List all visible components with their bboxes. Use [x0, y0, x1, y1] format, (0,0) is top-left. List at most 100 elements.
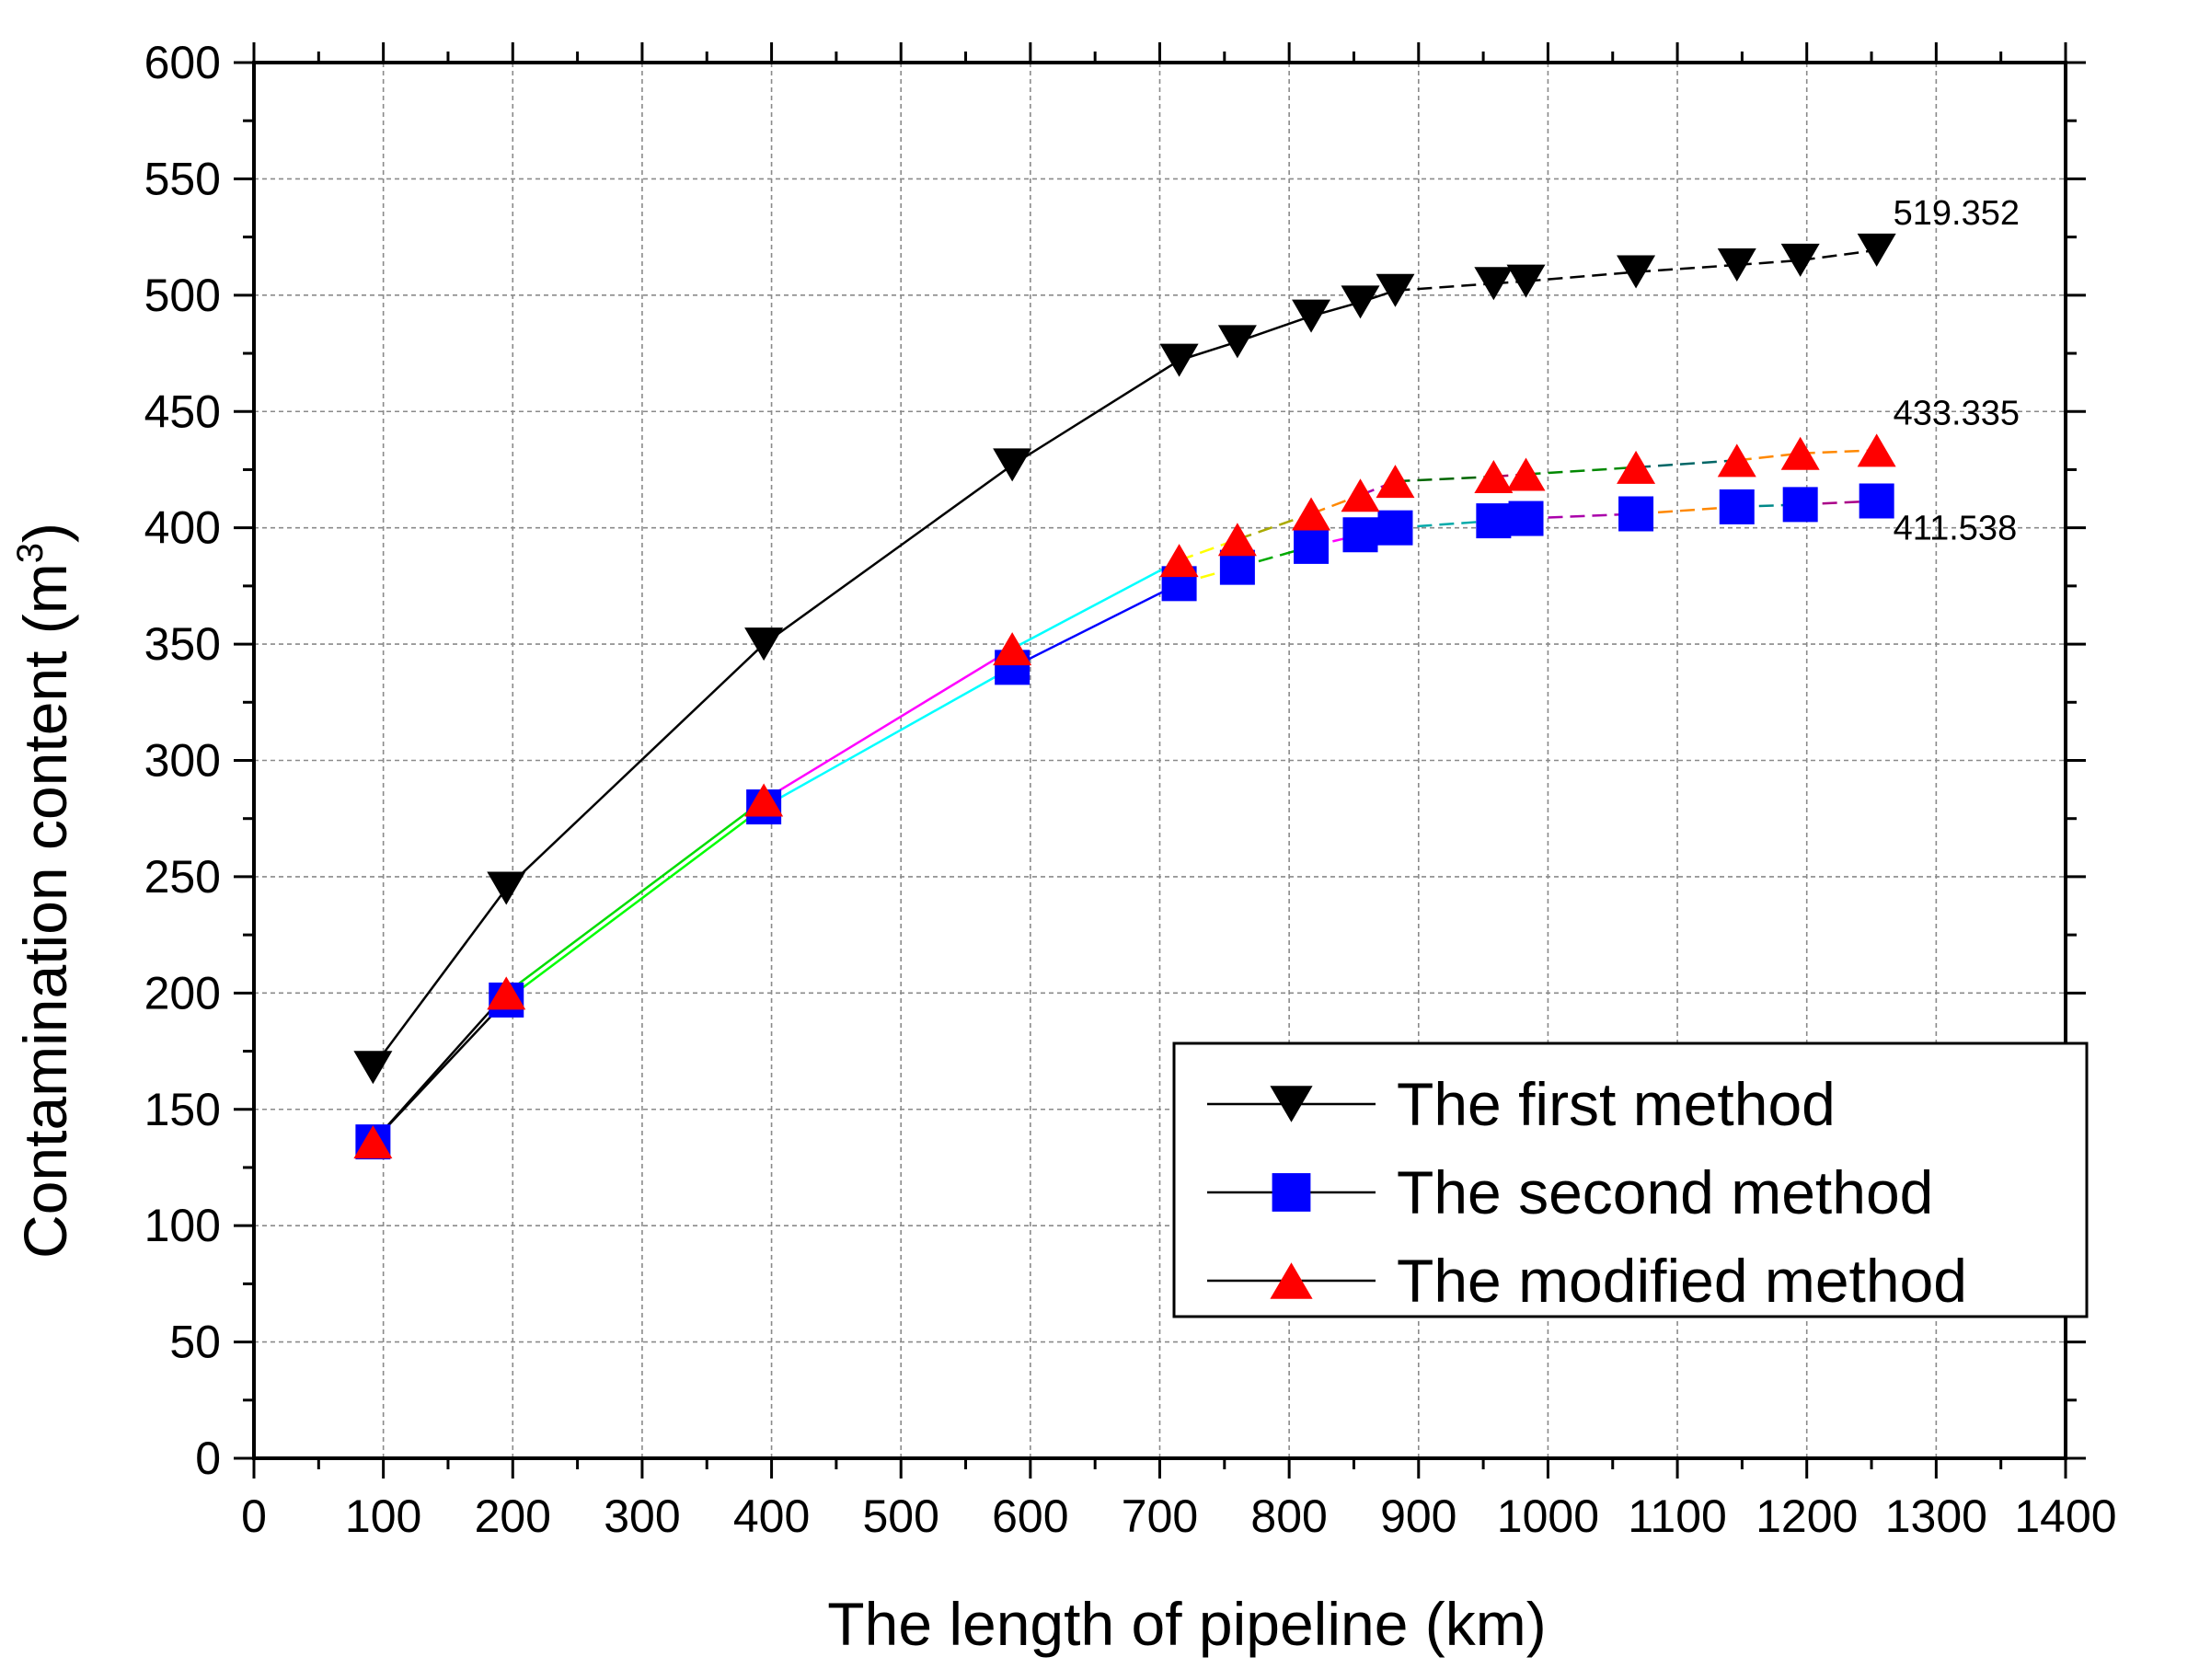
data-point	[1341, 285, 1380, 319]
series-line-segment	[372, 887, 508, 1068]
y-tick-label: 200	[144, 967, 221, 1018]
legend-marker	[1272, 1173, 1311, 1212]
y-tick-label: 500	[144, 270, 221, 321]
data-point	[1857, 433, 1896, 467]
x-tick-label: 200	[475, 1490, 551, 1542]
value-annotation: 433.335	[1894, 394, 2020, 432]
data-point	[1294, 528, 1330, 564]
series-line-segment	[1395, 282, 1494, 293]
y-axis-title-main: Contamination content (m	[11, 563, 79, 1259]
data-point	[1292, 497, 1331, 531]
x-tick-label: 700	[1122, 1490, 1198, 1542]
data-point	[1376, 273, 1415, 307]
data-point	[1159, 343, 1199, 377]
data-point	[1292, 299, 1331, 333]
series-line-segment	[1395, 519, 1494, 529]
data-point	[353, 1125, 393, 1159]
y-tick-label: 50	[169, 1317, 221, 1368]
value-annotation: 411.538	[1894, 509, 2018, 547]
series-line-segment	[1310, 494, 1361, 515]
series-line-segment	[1525, 270, 1637, 282]
series-line-segment	[763, 464, 1013, 646]
series-line-segment	[1800, 449, 1877, 455]
data-point	[744, 783, 784, 817]
series-line-segment	[1635, 263, 1737, 273]
series-line-segment	[1736, 452, 1801, 462]
series-line-segment	[505, 806, 765, 1001]
series-line-segment	[1800, 248, 1877, 262]
series-line-segment	[505, 799, 765, 995]
y-axis-title-superscript: 3	[10, 543, 51, 563]
data-point	[1717, 247, 1756, 282]
x-tick-label: 1300	[1885, 1490, 1987, 1542]
series-line-segment	[1011, 582, 1180, 669]
series-line-segment	[1525, 466, 1637, 476]
x-tick-label: 0	[241, 1490, 267, 1542]
data-point	[1159, 544, 1199, 578]
legend-label: The modified method	[1397, 1247, 1967, 1315]
series-line-segment	[1635, 505, 1737, 515]
series-line-segment	[372, 992, 508, 1143]
x-tick-label: 400	[733, 1490, 810, 1542]
y-tick-label: 450	[144, 385, 221, 437]
series-line-segment	[1237, 512, 1312, 541]
legend-marker	[1270, 1262, 1313, 1299]
data-point	[1859, 483, 1894, 519]
x-tick-label: 1000	[1497, 1490, 1599, 1542]
series-line-segment	[1736, 259, 1801, 267]
data-point	[744, 627, 784, 662]
series-layer	[353, 233, 1896, 1160]
data-point	[1508, 501, 1544, 536]
x-tick-label: 1400	[2014, 1490, 2116, 1542]
data-point	[993, 448, 1032, 482]
data-point	[487, 871, 526, 905]
data-point	[1857, 233, 1896, 267]
data-point	[1476, 503, 1512, 539]
data-point	[1780, 243, 1820, 277]
x-axis-title: The length of pipeline (km)	[827, 1590, 1546, 1658]
data-point	[1719, 489, 1755, 524]
data-point	[1717, 443, 1756, 478]
legend: The first method The second method The mod…	[1172, 1041, 2089, 1318]
y-tick-label: 400	[144, 502, 221, 554]
y-tick-label: 150	[144, 1084, 221, 1135]
axes-layer: 0 100 200 300 400 500 600 700 800 900 1000 1100 1200…	[144, 37, 2117, 1542]
x-tick-label: 300	[604, 1490, 680, 1542]
series-line-segment	[1525, 512, 1637, 520]
data-point	[993, 632, 1032, 666]
x-tick-label: 800	[1250, 1490, 1327, 1542]
series-line-segment	[1635, 459, 1737, 469]
data-point	[1782, 487, 1818, 523]
data-point	[353, 1051, 393, 1085]
data-point	[1780, 436, 1820, 470]
x-tick-label: 1200	[1756, 1490, 1858, 1542]
x-tick-label: 500	[862, 1490, 938, 1542]
y-tick-label: 600	[144, 37, 221, 88]
data-point	[1506, 457, 1546, 491]
series-line-segment	[1011, 558, 1180, 650]
data-point	[1377, 510, 1413, 546]
data-point	[1217, 523, 1257, 557]
data-point	[1617, 255, 1656, 289]
y-axis-title: Contamination content (m3)	[10, 523, 79, 1259]
data-point	[1474, 267, 1514, 301]
value-annotation: 519.352	[1894, 194, 2020, 233]
annotation-layer: 519.352 433.335 411.538	[1894, 194, 2020, 548]
y-tick-label: 0	[195, 1433, 221, 1484]
data-point	[487, 976, 526, 1010]
x-tick-label: 1100	[1628, 1490, 1727, 1542]
y-tick-label: 550	[144, 153, 221, 204]
legend-marker	[1270, 1086, 1313, 1122]
data-point	[1618, 496, 1654, 532]
series-line-segment	[505, 643, 765, 890]
x-tick-label: 600	[992, 1490, 1068, 1542]
data-point	[1342, 517, 1378, 553]
y-tick-label: 100	[144, 1200, 221, 1251]
data-point	[1341, 478, 1380, 512]
grid-layer	[254, 63, 2066, 1458]
x-tick-label: 100	[345, 1490, 421, 1542]
data-point	[1617, 450, 1656, 484]
series-line-segment	[1395, 475, 1494, 483]
series-line-segment	[1011, 359, 1180, 466]
